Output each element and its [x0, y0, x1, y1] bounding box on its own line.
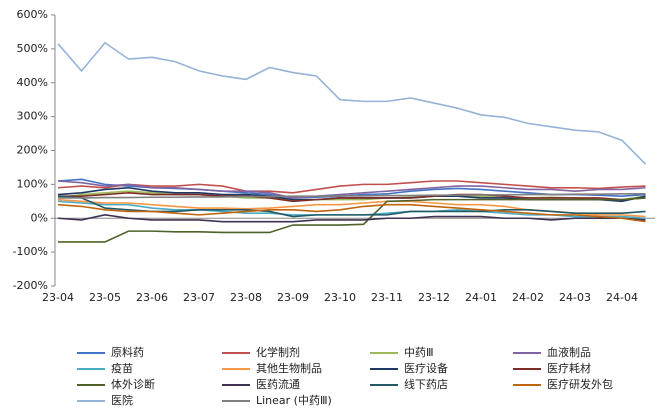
x-tick-label: 23-10 — [324, 291, 356, 304]
series-line — [57, 41, 647, 165]
legend-label: 医疗设备 — [404, 361, 448, 375]
x-tick-label: 24-02 — [512, 291, 544, 304]
legend-label: 中药Ⅲ — [404, 346, 434, 359]
x-tick-label: 24-04 — [606, 291, 638, 304]
y-tick-label: 100% — [17, 177, 48, 190]
y-tick-label: -100% — [13, 245, 48, 258]
y-tick-label: 600% — [17, 8, 48, 21]
y-tick-label: 200% — [17, 144, 48, 157]
y-tick-label: 400% — [17, 76, 48, 89]
y-tick-label: 0% — [31, 211, 48, 224]
y-tick-label: 300% — [17, 110, 48, 123]
x-tick-label: 23-07 — [183, 291, 215, 304]
legend-label: 医疗耗材 — [547, 361, 591, 375]
legend-label: 疫苗 — [111, 361, 133, 375]
legend-label: 其他生物制品 — [256, 361, 322, 375]
series-line — [57, 203, 646, 223]
x-tick-label: 24-01 — [465, 291, 497, 304]
legend-label: 医疗研发外包 — [547, 377, 613, 391]
series-line — [57, 180, 646, 194]
legend-label: 原料药 — [111, 345, 144, 359]
legend-label: Linear (中药Ⅲ) — [256, 394, 332, 407]
y-tick-label: 500% — [17, 42, 48, 55]
legend-label: 体外诊断 — [111, 377, 155, 391]
x-tick-label: 23-08 — [230, 291, 262, 304]
series-line — [58, 192, 646, 203]
legend-label: 血液制品 — [547, 345, 591, 359]
legend-label: 化学制剂 — [256, 345, 300, 359]
x-tick-label: 23-05 — [89, 291, 121, 304]
x-tick-label: 23-12 — [418, 291, 450, 304]
x-tick-label: 23-06 — [136, 291, 168, 304]
x-tick-label: 23-09 — [277, 291, 309, 304]
legend-label: 医院 — [111, 393, 133, 407]
series-line — [58, 193, 646, 199]
series-line — [57, 214, 646, 223]
legend-label: 线下药店 — [404, 377, 448, 391]
x-tick-label: 24-03 — [559, 291, 591, 304]
y-tick-label: -200% — [13, 279, 48, 292]
legend-label: 医药流通 — [256, 377, 300, 391]
series-line — [57, 180, 646, 199]
x-tick-label: 23-11 — [371, 291, 403, 304]
series-line — [58, 197, 646, 243]
x-tick-label: 23-04 — [42, 291, 74, 304]
